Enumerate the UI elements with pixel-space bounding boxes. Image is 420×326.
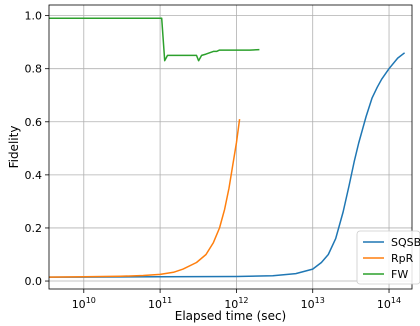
x-tick-label: 1010 [72, 296, 96, 311]
legend-label-sqsb: SQSB [391, 236, 420, 249]
x-tick-label: 1012 [224, 296, 248, 311]
y-tick-label: 0.2 [25, 222, 43, 235]
x-tick-label: 1011 [148, 296, 172, 311]
series-line-rpr [48, 119, 241, 278]
plot-frame [48, 4, 413, 290]
y-tick-label: 0.0 [25, 275, 43, 288]
x-axis-label: Elapsed time (sec) [175, 309, 286, 323]
y-axis: 0.0 0.2 0.4 0.6 0.8 1.0 [25, 10, 49, 288]
y-axis-label: Fidelity [7, 126, 21, 169]
legend-label-fw: FW [391, 268, 408, 281]
x-tick-label: 1013 [301, 296, 325, 311]
series-layer [48, 17, 406, 278]
legend: SQSB RpR FW [356, 230, 420, 285]
y-tick-label: 0.4 [25, 169, 43, 182]
x-axis: 1010 1011 1012 1013 1014 [72, 289, 401, 311]
y-tick-label: 1.0 [25, 10, 43, 23]
series-line-sqsb [49, 52, 406, 278]
legend-label-rpr: RpR [391, 252, 414, 265]
legend-box [356, 230, 420, 285]
series-line-fw [49, 17, 260, 62]
y-tick-label: 0.6 [25, 116, 43, 129]
grid [49, 5, 412, 289]
x-tick-label: 1014 [377, 296, 401, 311]
y-tick-label: 0.8 [25, 63, 43, 76]
